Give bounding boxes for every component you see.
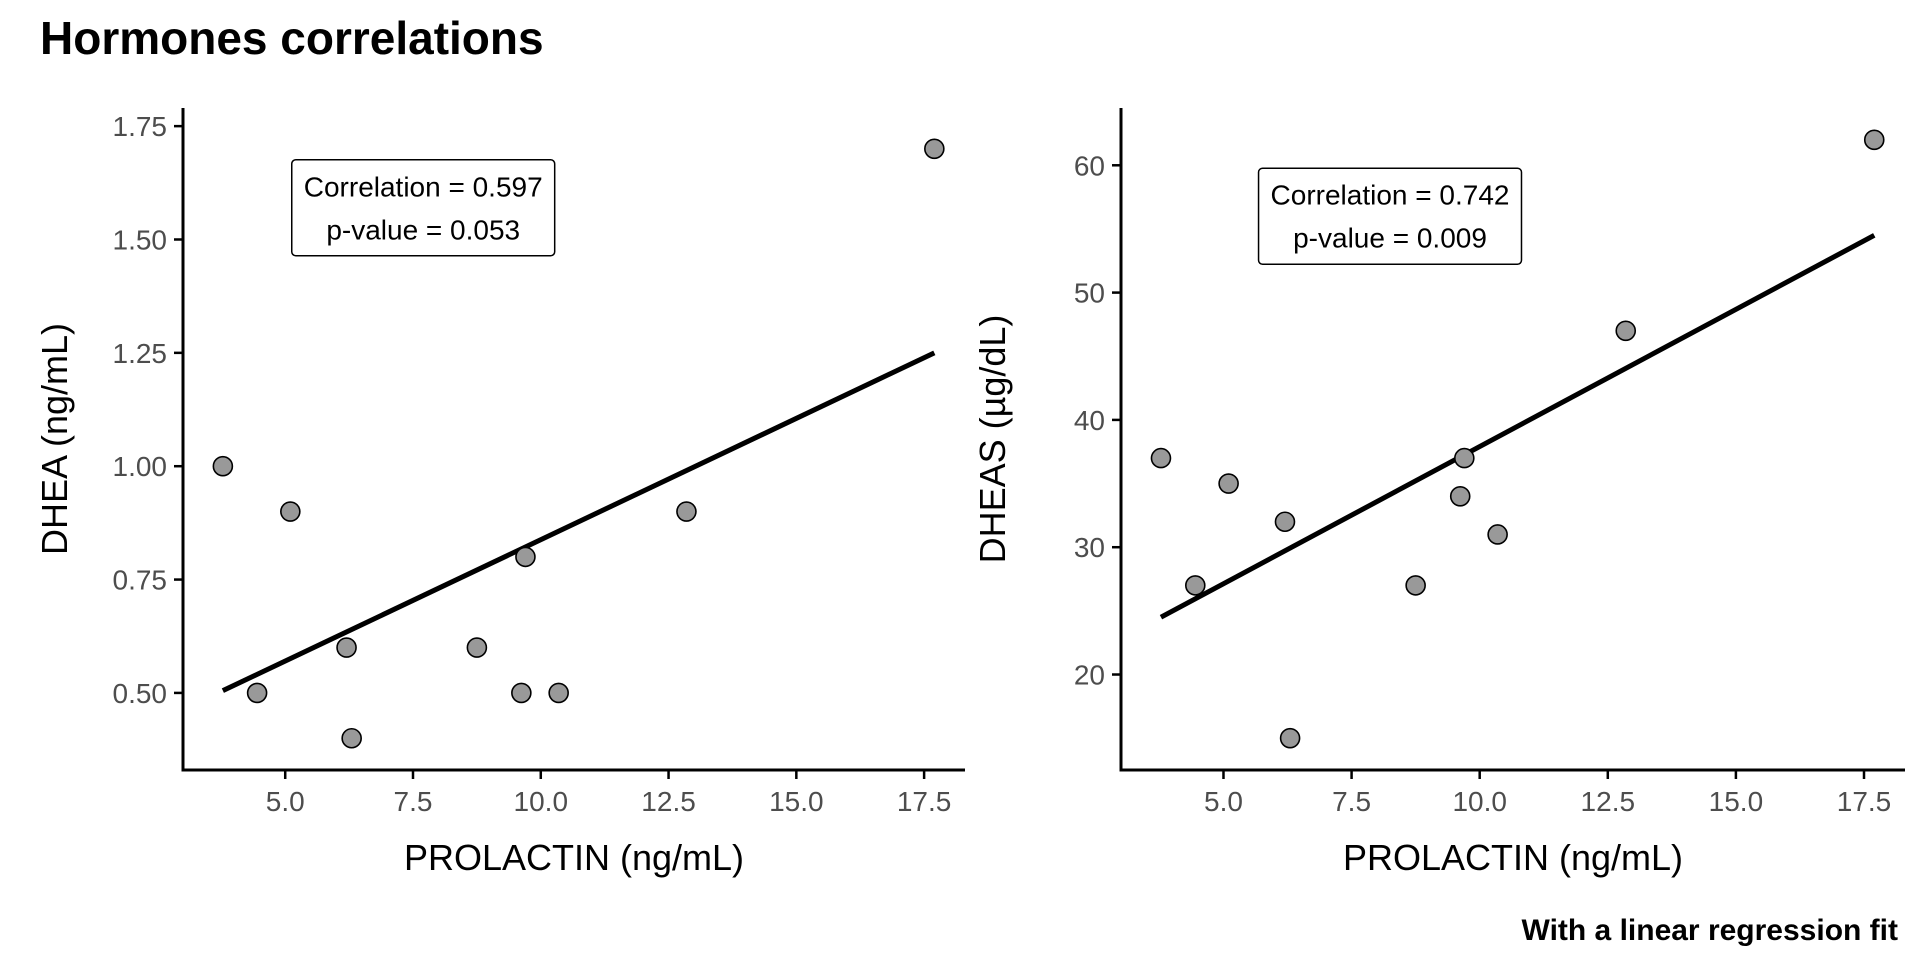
y-tick-label: 50 <box>1074 278 1105 309</box>
y-tick-label: 1.75 <box>113 111 168 142</box>
x-tick-label: 17.5 <box>1837 786 1892 817</box>
data-point <box>336 637 357 658</box>
data-point <box>246 682 268 704</box>
annotation-box <box>291 159 556 257</box>
panel-dhea: 5.0 7.5 10.0 12.5 15.0 17.5 0.50 0.75 1.00 1.25 1.… <box>34 108 965 878</box>
data-point <box>515 546 536 568</box>
x-tick-label: 15.0 <box>769 786 824 817</box>
x-tick-label: 10.0 <box>514 786 569 817</box>
data-point <box>341 727 362 749</box>
y-tick-label: 1.50 <box>113 224 168 255</box>
y-tick-label: 20 <box>1074 660 1105 691</box>
data-point <box>466 637 488 658</box>
data-point <box>511 682 532 704</box>
data-point <box>1185 575 1206 596</box>
y-tick-label: 0.50 <box>113 678 168 709</box>
x-tick-label: 5.0 <box>1204 786 1243 817</box>
y-tick-label: 30 <box>1074 532 1105 563</box>
x-tick-label: 12.5 <box>1581 786 1636 817</box>
annotation-line: p-value = 0.053 <box>326 214 520 245</box>
y-tick-label: 40 <box>1074 405 1105 436</box>
y-axis-label: DHEA (ng/mL) <box>34 323 75 555</box>
correlation-annotation: Correlation = 0.597 p-value = 0.053 <box>291 159 556 257</box>
data-point <box>924 138 945 160</box>
data-point <box>676 501 697 522</box>
caption: With a linear regression fit <box>1522 914 1898 947</box>
annotation-line: Correlation = 0.742 <box>1271 180 1510 211</box>
x-tick-label: 7.5 <box>394 786 433 817</box>
y-tick-label: 0.75 <box>113 565 168 596</box>
data-point <box>1454 447 1475 469</box>
regression-line <box>221 350 936 693</box>
data-point <box>1150 447 1172 469</box>
x-tick-label: 5.0 <box>266 786 305 817</box>
data-point <box>1615 320 1637 342</box>
data-point <box>212 455 234 477</box>
x-tick-label: 17.5 <box>897 786 952 817</box>
y-tick-label: 60 <box>1074 150 1105 181</box>
correlation-annotation: Correlation = 0.742 p-value = 0.009 <box>1257 167 1523 265</box>
data-point <box>1863 129 1885 151</box>
x-axis-label: PROLACTIN (ng/mL) <box>1343 837 1683 878</box>
annotation-line: p-value = 0.009 <box>1293 223 1487 254</box>
annotation-box <box>1257 167 1523 265</box>
data-point <box>1487 524 1508 545</box>
data-point <box>1218 473 1239 494</box>
regression-line <box>1159 233 1876 620</box>
data-point <box>1279 727 1301 749</box>
y-tick-label: 1.25 <box>113 338 168 369</box>
y-axis-label: DHEAS (µg/dL) <box>972 315 1013 564</box>
annotation-line: Correlation = 0.597 <box>304 171 543 202</box>
chart-title: Hormones correlations <box>40 12 544 64</box>
x-tick-label: 15.0 <box>1709 786 1764 817</box>
data-point <box>1274 511 1296 533</box>
y-tick-label: 1.00 <box>113 451 168 482</box>
x-axis-label: PROLACTIN (ng/mL) <box>404 837 744 878</box>
data-point <box>1449 485 1471 507</box>
panel-dheas: 5.0 7.5 10.0 12.5 15.0 17.5 20 30 40 50 60 PROLACTI… <box>972 108 1905 878</box>
x-tick-label: 12.5 <box>641 786 696 817</box>
x-tick-label: 10.0 <box>1452 786 1507 817</box>
data-point <box>1405 575 1426 596</box>
data-point <box>548 682 569 704</box>
x-tick-label: 7.5 <box>1332 786 1371 817</box>
data-point <box>280 501 301 522</box>
